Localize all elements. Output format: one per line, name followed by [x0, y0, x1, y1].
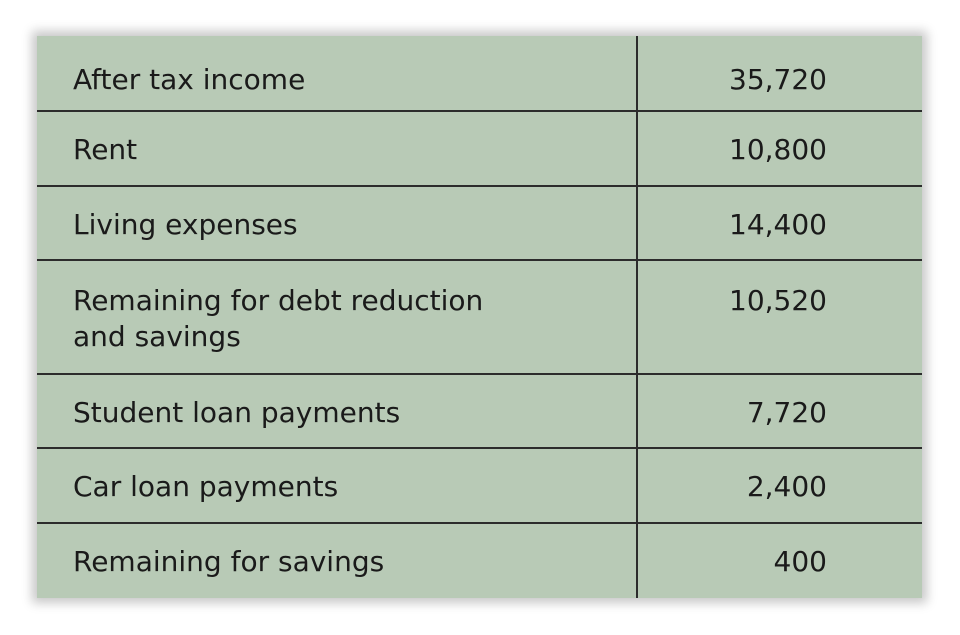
- budget-table-card: After tax income 35,720 Rent 10,800 Livi…: [37, 36, 922, 598]
- row-label: After tax income: [37, 36, 638, 112]
- row-value: 10,520: [637, 260, 922, 375]
- table-row: Rent 10,800: [37, 110, 922, 187]
- row-value: 400: [773, 545, 827, 579]
- row-value: 14,400: [637, 185, 922, 262]
- table-row: Living expenses 14,400: [37, 185, 922, 262]
- row-value: 35,720: [637, 36, 922, 112]
- row-label: Car loan payments: [37, 448, 638, 525]
- row-value: 7,720: [637, 373, 922, 450]
- row-label: Student loan payments: [37, 373, 638, 450]
- row-label-line-2: and savings: [73, 320, 241, 354]
- row-label-multiline: Remaining for debt reduction and savings: [37, 260, 638, 375]
- row-label: Living expenses: [37, 185, 638, 262]
- row-value: 10,800: [637, 110, 922, 187]
- row-label: Remaining for savings: [37, 523, 638, 598]
- row-label-line-1: Remaining for debt reduction: [73, 284, 484, 318]
- table-row: Car loan payments 2,400: [37, 448, 922, 525]
- row-value: 2,400: [637, 448, 922, 525]
- budget-table: After tax income 35,720 Rent 10,800 Livi…: [37, 36, 922, 598]
- row-label: Rent: [37, 110, 638, 187]
- table-row: Student loan payments 7,720: [37, 373, 922, 450]
- table-row: After tax income 35,720: [37, 36, 922, 112]
- table-row: Remaining for savings 400: [37, 523, 922, 598]
- table-row: Remaining for debt reduction and savings…: [37, 260, 922, 375]
